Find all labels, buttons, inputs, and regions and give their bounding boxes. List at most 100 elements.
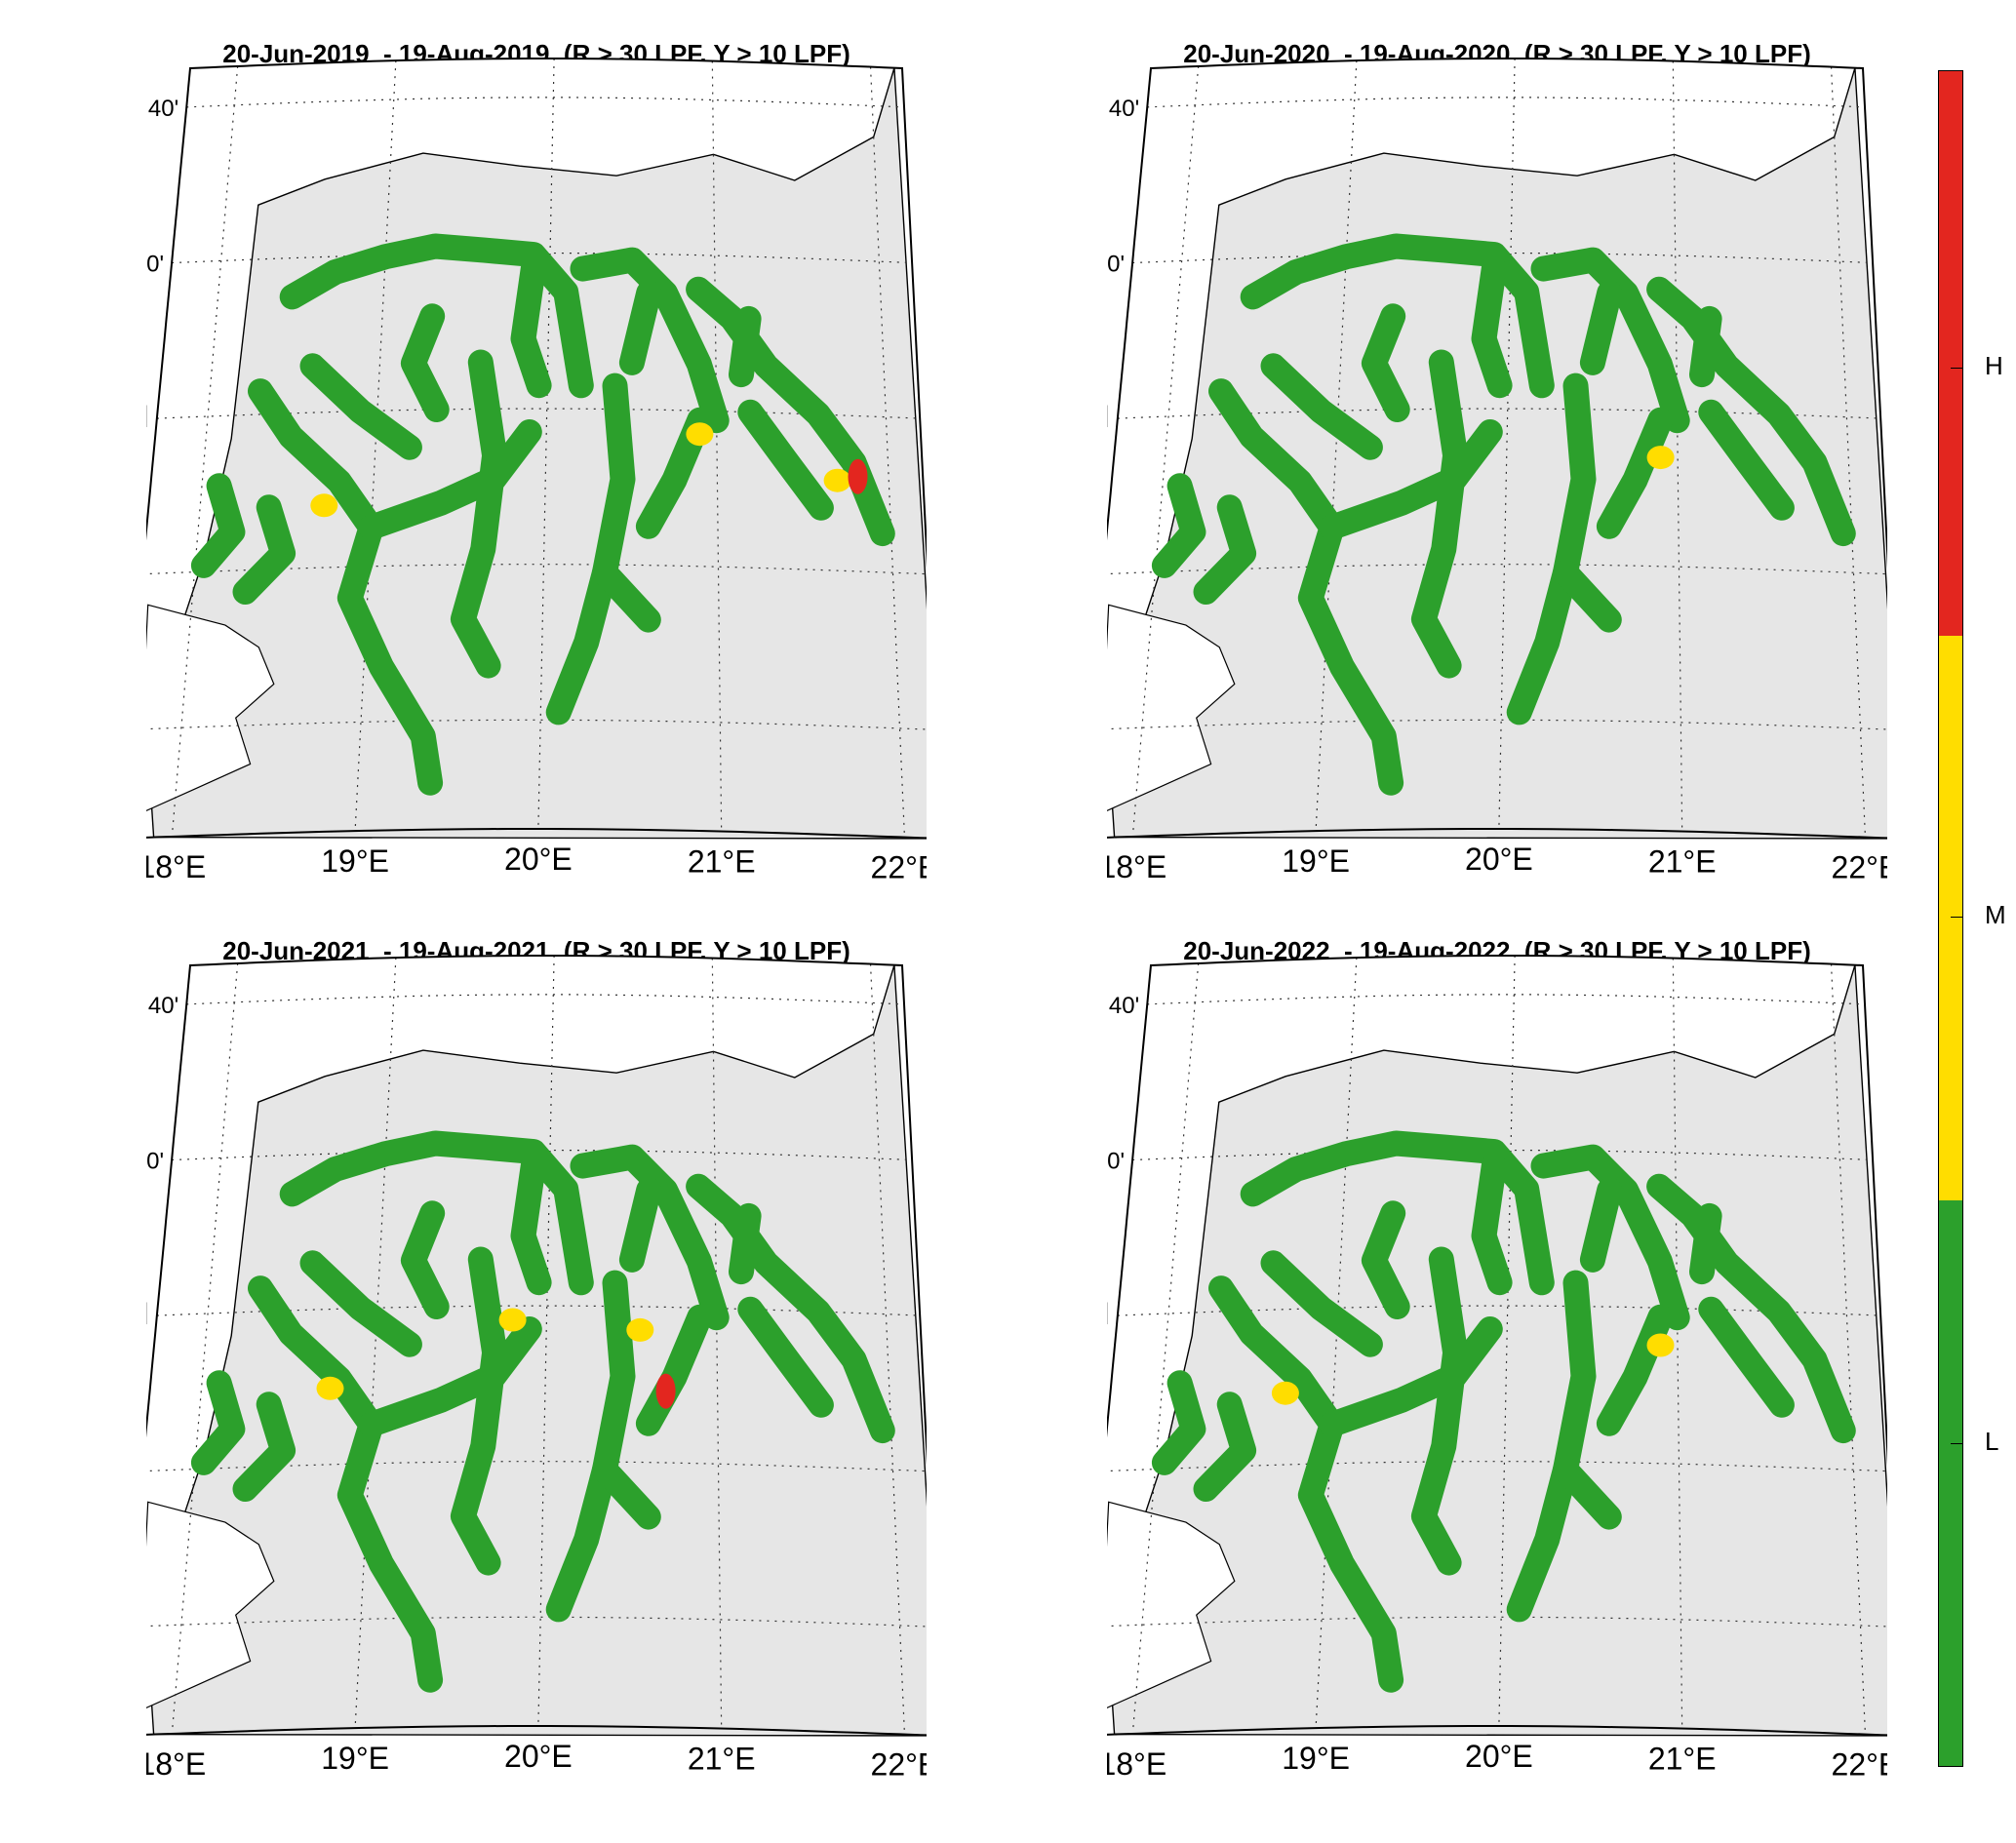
map-canvas: 20'40'70°N20'40'18°E19°E20°E21°E22°E: [146, 58, 927, 885]
longitude-label: 22°E: [871, 1747, 927, 1783]
fjord-segment: [1208, 378, 1404, 796]
fjord-segment: [737, 399, 834, 521]
map-canvas: 20'40'70°N20'40'18°E19°E20°E21°E22°E: [146, 955, 927, 1783]
map-panel-2021: 20-Jun-2021 - 19-Aug-2021 (R > 30 LPF, Y…: [146, 936, 927, 1814]
map-frame: [1107, 955, 1887, 1737]
latitude-label: 70°N: [1107, 1296, 1110, 1331]
fjord-segment: [1530, 1144, 1690, 1331]
fjord-segment: [1151, 473, 1206, 578]
map-canvas: 20'40'70°N20'40'18°E19°E20°E21°E22°E: [1107, 58, 1887, 885]
fjord-segment: [1698, 1296, 1795, 1418]
fjord-segment: [1530, 247, 1690, 434]
latitude-label: 20': [146, 1149, 164, 1175]
fjord-segment: [299, 1250, 422, 1357]
latitude-label: 40': [148, 96, 178, 122]
longitude-label: 21°E: [688, 1742, 756, 1777]
fjord-segment: [1208, 1275, 1404, 1693]
fjord-segment: [1553, 560, 1622, 633]
longitude-label: 19°E: [1282, 843, 1350, 879]
longitude-label: 20°E: [1465, 1739, 1533, 1774]
longitude-label: 20°E: [1465, 842, 1533, 877]
fjord-segment: [400, 303, 450, 422]
fjord-segment: [248, 1275, 444, 1693]
fjord-segment: [1646, 276, 1856, 547]
medium-level-area: [1271, 1381, 1299, 1405]
longitude-label: 21°E: [1648, 1742, 1717, 1777]
fjord-segment: [510, 1153, 552, 1296]
colorbar-segment-low: [1939, 1200, 1962, 1766]
fjord-segment: [635, 1304, 713, 1436]
fjord-segment: [1698, 399, 1795, 521]
fjord-segment: [1193, 494, 1257, 605]
latitude-gridline: [172, 252, 913, 264]
latitude-gridline: [1147, 994, 1866, 1005]
fjord-segment: [1240, 1130, 1555, 1296]
colorbar-segment-medium: [1939, 636, 1962, 1200]
latitude-gridline: [1132, 1149, 1874, 1161]
fjord-segment: [1319, 1316, 1503, 1437]
longitude-label: 18°E: [146, 849, 206, 884]
latitude-label: 70°N: [146, 1296, 149, 1331]
fjord-segment: [190, 1370, 246, 1475]
latitude-label: 20': [1107, 252, 1125, 278]
fjord-segment: [1689, 1202, 1722, 1285]
colorbar-label-medium: M: [1985, 900, 2006, 929]
fjord-segment: [592, 560, 661, 633]
fjord-segment: [190, 473, 246, 578]
colorbar-tick: [1951, 917, 1962, 918]
medium-level-area: [1646, 1333, 1675, 1357]
medium-level-area: [1646, 446, 1675, 470]
fjord-segment: [1471, 255, 1513, 399]
longitude-label: 19°E: [321, 1741, 389, 1776]
fjord-segment: [570, 247, 730, 434]
fjord-segment: [1471, 1153, 1513, 1296]
map-frame: [146, 955, 927, 1737]
colorbar-segment-high: [1939, 71, 1962, 636]
longitude-label: 19°E: [321, 843, 389, 879]
fjord-segment: [1361, 303, 1410, 422]
fjord-segment: [1579, 280, 1623, 375]
fjord-segment: [232, 1392, 296, 1502]
longitude-label: 22°E: [1832, 1747, 1887, 1783]
longitude-label: 21°E: [688, 844, 756, 880]
fjord-segment: [450, 1246, 508, 1576]
fjord-segment: [1319, 419, 1503, 540]
fjord-segment: [729, 1202, 762, 1285]
latitude-gridline: [186, 994, 905, 1005]
colorbar: [1938, 70, 1963, 1767]
longitude-label: 18°E: [1107, 1746, 1166, 1782]
medium-level-area: [686, 422, 714, 447]
map-frame: [1107, 58, 1887, 840]
longitude-label: 18°E: [1107, 849, 1166, 884]
map-canvas: 20'40'70°N20'40'18°E19°E20°E21°E22°E: [1107, 955, 1887, 1783]
fjord-segment: [686, 1173, 895, 1444]
fjord-segment: [1646, 1173, 1856, 1444]
latitude-label: 70°N: [1107, 399, 1110, 434]
colorbar-label-high: H: [1985, 351, 2003, 380]
fjord-segment: [570, 1144, 730, 1331]
fjord-segment: [450, 349, 508, 679]
fjord-segment: [729, 305, 762, 388]
fjord-segment: [510, 255, 552, 399]
fjord-segment: [279, 1130, 594, 1296]
fjord-segment: [400, 1200, 450, 1319]
latitude-label: 40': [148, 993, 178, 1019]
fjord-segment: [232, 494, 296, 605]
colorbar-tick: [1951, 1443, 1962, 1444]
fjord-segment: [358, 1316, 542, 1437]
medium-level-area: [823, 468, 851, 492]
longitude-label: 22°E: [1832, 850, 1887, 885]
fjord-segment: [1689, 305, 1722, 388]
fjord-segment: [618, 280, 662, 375]
map-panel-2019: 20-Jun-2019 - 19-Aug-2019 (R > 30 LPF, Y…: [146, 39, 927, 917]
fjord-segment: [592, 1457, 661, 1530]
longitude-label: 21°E: [1648, 844, 1717, 880]
fjord-segment: [1410, 349, 1469, 679]
latitude-label: 40': [1109, 96, 1139, 122]
fjord-segment: [279, 233, 594, 399]
fjord-segment: [1151, 1370, 1206, 1475]
medium-level-area: [498, 1308, 527, 1332]
fjord-segment: [1260, 353, 1383, 460]
fjord-segment: [1553, 1457, 1622, 1530]
high-level-area: [848, 458, 868, 494]
